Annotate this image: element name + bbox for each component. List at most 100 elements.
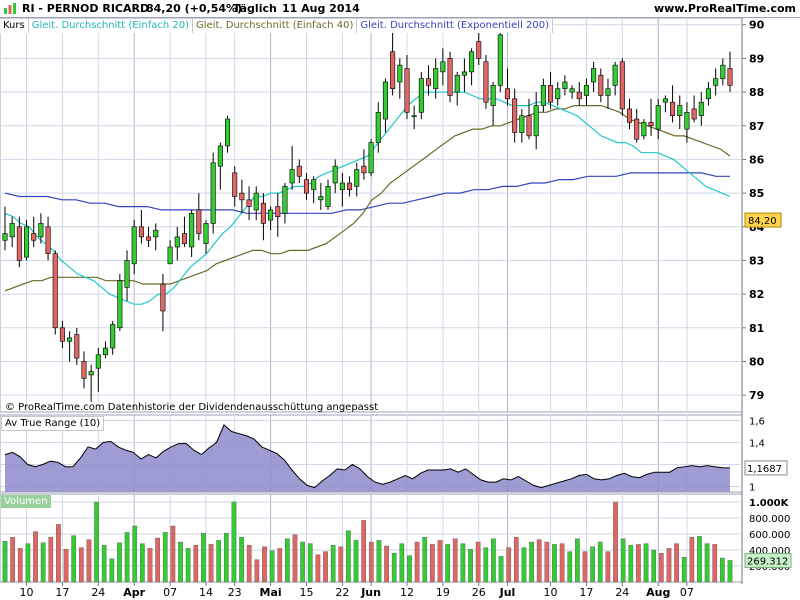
- volume-bar: [414, 541, 420, 583]
- candle-down: [504, 88, 511, 100]
- volume-bar: [651, 549, 657, 583]
- candle-up: [289, 169, 295, 184]
- price-axis-tick-label: 80: [749, 355, 765, 368]
- volume-bar: [720, 557, 725, 583]
- candle-up: [461, 71, 467, 76]
- volume-bar: [681, 557, 687, 583]
- candle-down: [390, 51, 396, 90]
- candle-down: [576, 91, 582, 100]
- volume-bar: [307, 543, 313, 583]
- volume-bar: [147, 548, 153, 583]
- volume-bar: [613, 501, 618, 583]
- volume-bar: [491, 538, 496, 583]
- ema200-line: [4, 172, 730, 214]
- candle-up: [224, 118, 231, 147]
- volume-bar: [704, 543, 710, 583]
- candle-up: [253, 192, 259, 211]
- price-axis-tick-label: 82: [749, 288, 764, 301]
- candle-up: [662, 98, 668, 103]
- volume-last-value-label: 269.312: [747, 556, 788, 567]
- volume-bar: [277, 548, 283, 583]
- volume-bar: [48, 537, 54, 583]
- volume-bar: [346, 530, 351, 583]
- volume-bar: [361, 520, 367, 583]
- copyright-note: © ProRealTime.com Datenhistorie der Divi…: [5, 402, 379, 413]
- date-axis-tick-label: 23: [228, 586, 242, 599]
- volume-bar: [338, 546, 344, 583]
- y-axis-background: [742, 18, 800, 582]
- candle-up: [325, 186, 331, 207]
- volume-bar: [475, 541, 481, 583]
- volume-bar: [178, 541, 183, 583]
- candle-up: [189, 213, 195, 248]
- volume-bar: [71, 535, 77, 583]
- candle-up: [2, 233, 8, 241]
- candle-up: [655, 105, 661, 130]
- candle-up: [605, 88, 611, 96]
- volume-bar: [636, 544, 641, 583]
- volume-bar: [689, 537, 695, 583]
- volume-bar: [124, 532, 130, 583]
- candle-up: [38, 223, 44, 238]
- candle-down: [598, 74, 604, 96]
- candle-up: [698, 101, 704, 116]
- atr-axis-tick-label: 1: [749, 483, 755, 494]
- volume-bar: [697, 536, 702, 583]
- volume-bar: [101, 545, 107, 583]
- volume-panel-label[interactable]: Volumen: [1, 495, 51, 508]
- candle-up: [440, 61, 446, 73]
- candle-down: [361, 165, 367, 174]
- volume-bar: [483, 547, 489, 583]
- price-axis-tick-label: 86: [749, 153, 765, 166]
- volume-bar: [185, 548, 191, 583]
- legend-kurs[interactable]: Kurs: [0, 19, 29, 33]
- candle-down: [181, 233, 187, 244]
- volume-bar: [445, 544, 450, 583]
- candle-down: [483, 61, 489, 103]
- candle-up: [117, 280, 123, 329]
- date-axis-tick-label: 10: [20, 586, 34, 599]
- candle-down: [447, 58, 453, 96]
- date-axis-tick-label: Apr: [123, 586, 145, 599]
- volume-bar: [407, 555, 412, 583]
- candle-up: [713, 78, 719, 86]
- candle-up: [88, 371, 94, 376]
- date-axis-tick-label: Mai: [260, 586, 282, 599]
- price-axis-tick-label: 85: [749, 187, 764, 200]
- legend-ema200[interactable]: Gleit. Durchschnitt (Exponentiell 200): [357, 19, 554, 33]
- legend-ma40[interactable]: Gleit. Durchschnitt (Einfach 40): [193, 19, 358, 33]
- volume-bar: [109, 558, 115, 583]
- atr-axis-tick-label: 1,6: [749, 417, 765, 428]
- volume-bar: [315, 554, 321, 583]
- volume-bar: [193, 545, 199, 583]
- legend-ma20[interactable]: Gleit. Durchschnitt (Einfach 20): [28, 19, 194, 33]
- candle-down: [74, 334, 80, 359]
- candle-up: [720, 64, 726, 79]
- price-axis-tick-label: 87: [749, 120, 764, 133]
- volume-bar: [246, 545, 252, 583]
- candle-down: [246, 199, 252, 207]
- volume-bar: [155, 537, 160, 583]
- volume-bar: [254, 559, 260, 583]
- price-axis-tick-label: 88: [749, 86, 764, 99]
- candle-down: [648, 122, 654, 127]
- volume-bar: [117, 542, 122, 583]
- symbol-name: RI - PERNOD RICARD: [22, 2, 150, 15]
- candle-down: [239, 192, 245, 201]
- candle-up: [519, 115, 525, 133]
- candle-up: [612, 64, 618, 86]
- atr-panel-label[interactable]: Av True Range (10): [1, 416, 105, 431]
- site-url[interactable]: www.ProRealTime.com: [653, 2, 796, 15]
- volume-bar: [727, 560, 733, 583]
- candle-up: [411, 115, 417, 117]
- candle-up: [540, 85, 546, 106]
- price-axis-tick-label: 90: [749, 19, 765, 32]
- candle-down: [275, 206, 281, 217]
- date-axis-tick-label: 24: [615, 586, 629, 599]
- volume-bar: [40, 542, 46, 583]
- volume-bar: [506, 547, 512, 583]
- volume-bar: [658, 553, 664, 583]
- volume-bar: [399, 543, 405, 583]
- volume-bar: [78, 547, 84, 583]
